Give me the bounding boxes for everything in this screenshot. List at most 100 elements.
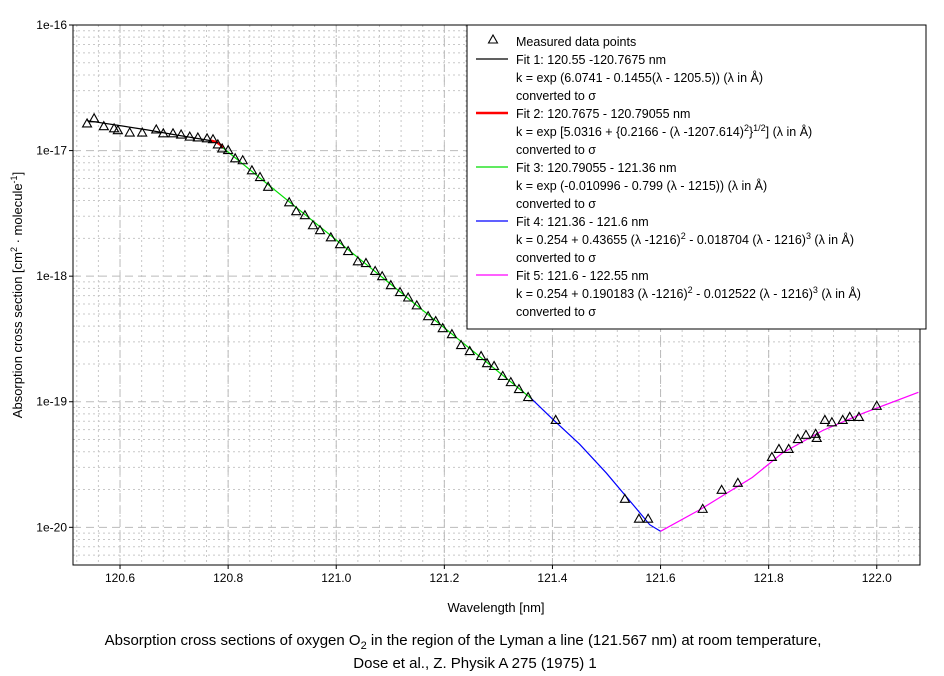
x-tick-label: 121.8: [754, 571, 784, 585]
data-point: [497, 370, 509, 381]
legend-box: [466, 24, 927, 330]
x-tick-label: 120.8: [213, 571, 243, 585]
data-point: [633, 513, 645, 523]
data-point: [522, 391, 534, 402]
data-point: [488, 360, 500, 371]
data-point: [642, 513, 654, 523]
data-point: [376, 270, 388, 281]
data-point: [229, 152, 241, 163]
legend-text-line: k = 0.254 + 0.190183 (λ -1216)2 - 0.0125…: [516, 285, 861, 301]
legend-text-line: converted to σ: [516, 251, 596, 265]
legend-superscript: 3: [813, 285, 818, 295]
legend-text-segment: k = exp (-0.010996 - 0.799 (λ - 1215)) (…: [516, 178, 767, 193]
data-point: [369, 265, 381, 276]
caption-1b: in the region of the Lyman a line (121.5…: [367, 632, 822, 649]
data-point: [201, 132, 213, 143]
legend-text-segment: k = 0.254 + 0.43655 (λ -1216): [516, 233, 681, 247]
legend-triangle-icon: [487, 33, 499, 44]
legend-superscript: 3: [806, 231, 811, 241]
data-point: [112, 124, 124, 135]
fit-5-line: [660, 391, 919, 532]
data-point: [136, 126, 148, 137]
data-point: [792, 433, 804, 444]
legend-text-line: converted to σ: [516, 197, 596, 211]
y-label-main: Absorption cross section [cm: [10, 252, 25, 418]
data-point: [167, 127, 179, 138]
legend-text-segment: k = 0.254 + 0.190183 (λ -1216): [516, 287, 688, 301]
x-tick-label: 121.0: [321, 571, 351, 585]
x-axis-label: Wavelength [nm]: [447, 600, 544, 615]
data-point: [844, 411, 856, 421]
legend-text-segment: k = exp (6.0741 - 0.1455(λ - 1205.5)) (λ…: [516, 70, 763, 85]
legend: Measured data points Fit 1: 120.55 -120.7…: [466, 24, 927, 330]
data-point: [360, 257, 372, 268]
fit-3-line: [222, 147, 532, 399]
data-point: [385, 279, 397, 290]
x-tick-label: 121.2: [429, 571, 459, 585]
data-point: [716, 484, 728, 494]
data-point: [98, 120, 110, 131]
x-tick-label: 122.0: [862, 571, 892, 585]
y-tick-labels: 1e-16 1e-17 1e-18 1e-19 1e-20: [36, 18, 73, 534]
y-label-sup1: 2: [9, 247, 19, 252]
y-label-mid: · molecule: [10, 183, 25, 247]
legend-label-measured: Measured data points: [516, 35, 636, 49]
caption-1a: Absorption cross sections of oxygen O: [105, 632, 361, 649]
legend-text-segment: (λ in Å): [811, 232, 854, 247]
x-tick-label: 120.6: [105, 571, 135, 585]
legend-text-segment: Fit 5: 121.6 - 122.55 nm: [516, 269, 649, 283]
fit-1-line: [87, 120, 211, 142]
y-tick-label: 1e-16: [36, 18, 67, 32]
data-point: [212, 138, 224, 149]
data-point: [513, 383, 525, 394]
data-point: [437, 322, 449, 333]
data-point: [81, 117, 93, 128]
legend-text-segment: - 0.012522 (λ - 1216): [693, 287, 813, 301]
data-point: [283, 196, 295, 207]
data-point: [246, 164, 258, 175]
caption-sub: 2: [361, 640, 367, 652]
data-point: [475, 350, 487, 361]
data-point: [262, 181, 274, 191]
data-point: [550, 414, 562, 424]
data-point: [871, 400, 883, 410]
grid: [73, 24, 920, 565]
caption-line-1: Absorption cross sections of oxygen O2 i…: [105, 632, 822, 652]
data-point: [124, 126, 136, 137]
data-point: [837, 414, 849, 424]
fit-4-line: [530, 397, 661, 532]
legend-superscript: 2: [688, 285, 693, 295]
data-point: [826, 416, 838, 427]
data-point: [394, 286, 406, 297]
x-tick-label: 121.6: [646, 571, 676, 585]
legend-text-segment: converted to σ: [516, 197, 596, 211]
data-point: [342, 245, 354, 256]
data-point: [307, 219, 319, 230]
data-point: [175, 128, 187, 139]
legend-text-line: Fit 2: 120.7675 - 120.79055 nm: [516, 107, 690, 121]
data-point: [411, 299, 423, 310]
legend-text-segment: (λ in Å): [818, 286, 861, 301]
legend-text-segment: converted to σ: [516, 305, 596, 319]
legend-text-line: k = exp (-0.010996 - 0.799 (λ - 1215)) (…: [516, 178, 767, 193]
legend-text-segment: }: [749, 125, 753, 139]
data-point: [150, 123, 162, 134]
legend-text-line: converted to σ: [516, 305, 596, 319]
legend-text-line: Fit 4: 121.36 - 121.6 nm: [516, 215, 649, 229]
data-point: [157, 127, 169, 138]
y-tick-label: 1e-18: [36, 269, 67, 283]
legend-text-segment: Fit 2: 120.7675 - 120.79055 nm: [516, 107, 690, 121]
data-point: [505, 376, 517, 387]
y-tick-label: 1e-20: [36, 520, 67, 534]
legend-text-segment: converted to σ: [516, 89, 596, 103]
measured-points: [81, 112, 883, 523]
data-point: [402, 291, 414, 302]
data-point: [773, 443, 785, 453]
legend-text-line: Fit 5: 121.6 - 122.55 nm: [516, 269, 649, 283]
data-point: [222, 144, 234, 155]
legend-text-segment: - 0.018704 (λ - 1216): [686, 233, 806, 247]
legend-text-segment: Fit 3: 120.79055 - 121.36 nm: [516, 161, 677, 175]
data-point: [422, 310, 434, 321]
data-point: [314, 224, 326, 235]
